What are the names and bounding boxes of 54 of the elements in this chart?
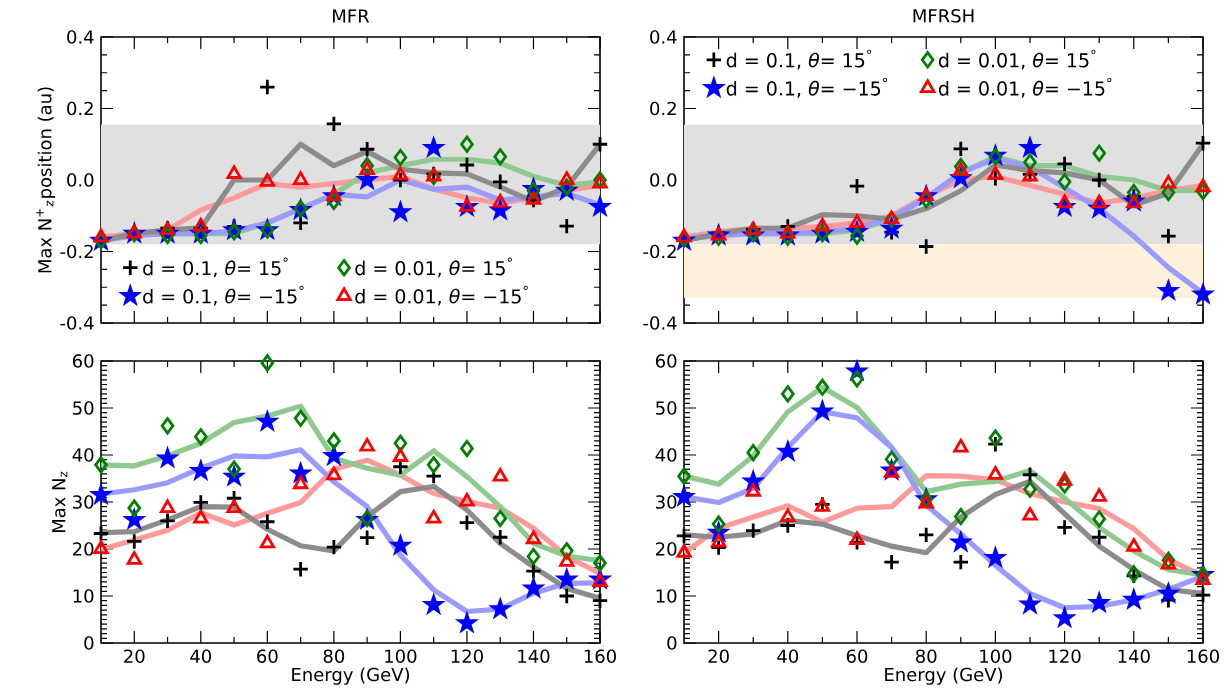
x-tick-label: 40	[190, 649, 212, 663]
y-tick-label: 60	[655, 354, 677, 368]
y-tick-label: 10	[656, 589, 677, 603]
y-tick-label: 10	[73, 589, 94, 603]
y-tick-label: 0	[84, 636, 94, 650]
y-tick-label: -0.2	[643, 244, 676, 259]
legend-label: d = 0.01, θ= −15$^{°}$	[938, 77, 1112, 98]
x-tick-label: 140	[518, 649, 550, 663]
x-axis-title: Energy (GeV)	[885, 667, 1003, 685]
x-tick-label: 40	[777, 649, 799, 663]
y-tick-label: 40	[655, 448, 677, 462]
y-tick-label: 30	[656, 495, 677, 509]
y-tick-label: -0.2	[60, 244, 93, 259]
legend-label: d = 0.1, θ= −15$^{°}$	[143, 285, 304, 306]
chart-title: MFRSH	[913, 8, 974, 23]
y-tick-label: 0.2	[67, 101, 93, 116]
x-tick-label: 20	[124, 649, 145, 663]
y-tick-label: 60	[72, 354, 94, 368]
legend-label: d = 0.1, θ= 15$^{°}$	[143, 257, 288, 278]
y-tick-label: 40	[72, 448, 94, 462]
x-tick-label: 120	[451, 649, 483, 663]
x-tick-label: 100	[980, 649, 1012, 663]
y-tick-label: -0.4	[643, 316, 677, 330]
y-tick-label: 0.4	[67, 30, 94, 44]
legend-label: d = 0.01, θ= 15$^{°}$	[355, 257, 512, 278]
y-tick-label: 30	[73, 495, 94, 509]
y-tick-label: 0.0	[67, 173, 94, 187]
y-tick-label: 50	[656, 401, 677, 415]
y-axis-title: Max N$^{+}$$_{z}$position (au)	[36, 87, 56, 273]
y-tick-label: 0.0	[650, 173, 677, 187]
x-tick-label: 160	[584, 649, 616, 663]
x-tick-label: 120	[1049, 649, 1081, 663]
x-tick-label: 100	[385, 649, 417, 663]
x-tick-label: 160	[1187, 649, 1219, 663]
x-tick-label: 140	[1118, 649, 1150, 663]
y-tick-label: 0.4	[650, 30, 677, 44]
y-tick-label: 50	[73, 401, 94, 415]
y-axis-title: Max N$_{z}$	[52, 471, 68, 533]
x-tick-label: 20	[708, 649, 729, 663]
x-tick-label: 60	[257, 649, 278, 663]
y-tick-label: -0.4	[60, 316, 94, 330]
legend-label: d = 0.1, θ= 15$^{°}$	[726, 49, 872, 70]
y-tick-label: 20	[656, 542, 677, 556]
chart-title: MFR	[333, 9, 370, 23]
x-tick-label: 80	[323, 649, 345, 663]
x-axis-title: Energy (GeV)	[292, 667, 410, 685]
y-tick-label: 20	[73, 542, 94, 556]
legend-label: d = 0.01, θ= −15$^{°}$	[355, 285, 528, 306]
x-tick-label: 80	[915, 649, 937, 663]
y-tick-label: 0.2	[650, 101, 676, 116]
legend-label: d = 0.01, θ= 15$^{°}$	[938, 49, 1096, 70]
legend-label: d = 0.1, θ= −15$^{°}$	[726, 77, 888, 98]
y-tick-label: 0	[667, 636, 677, 650]
x-tick-label: 60	[846, 649, 868, 663]
